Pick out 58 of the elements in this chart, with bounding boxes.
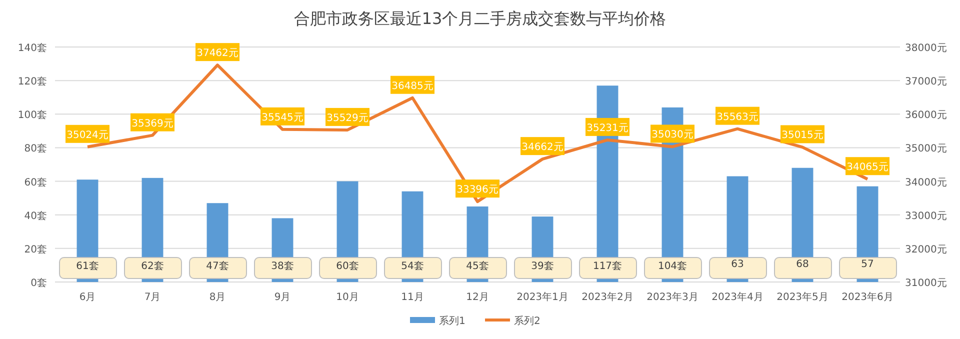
y-tick-label: 0套 <box>30 277 47 289</box>
y-tick-label: 100套 <box>18 109 47 122</box>
picture-label-box: 68 <box>774 257 832 279</box>
x-tick-label: 2023年6月 <box>842 291 894 303</box>
picture-label-box: 62套 <box>124 257 182 279</box>
data-label: 36485元 <box>392 80 434 92</box>
chart-title: 合肥市政务区最近13个月二手房成交套数与平均价格 <box>294 9 666 28</box>
x-tick-label: 11月 <box>401 292 424 303</box>
x-tick-label: 8月 <box>209 292 226 303</box>
data-label: 34065元 <box>846 162 888 174</box>
data-label: 35231元 <box>586 122 628 134</box>
y-tick-label: 140套 <box>18 42 47 54</box>
x-tick-label: 2023年1月 <box>516 291 568 303</box>
y-tick-label: 60套 <box>24 176 47 188</box>
data-label: 35563元 <box>716 112 758 123</box>
picture-label-box: 60套 <box>318 257 376 279</box>
y2-tick-label: 31000元 <box>905 278 947 289</box>
y2-tick-label: 34000元 <box>905 177 947 188</box>
picture-label-box: 63 <box>708 257 766 279</box>
x-tick-label: 2023年5月 <box>776 291 828 303</box>
legend-label: 系列2 <box>514 315 540 327</box>
picture-label-box: 61套 <box>58 257 116 279</box>
x-tick-label: 9月 <box>274 292 291 303</box>
y2-tick-label: 37000元 <box>905 76 947 88</box>
data-label: 35369元 <box>132 118 174 130</box>
data-label: 35030元 <box>652 130 694 141</box>
data-label: 34662元 <box>522 142 564 154</box>
picture-label-box: 57 <box>838 257 896 279</box>
x-tick-label: 2023年3月 <box>646 291 698 303</box>
legend-label: 系列1 <box>439 315 466 327</box>
picture-label-box: 45套 <box>448 257 506 279</box>
y-tick-label: 20套 <box>24 243 47 256</box>
data-label: 35529元 <box>326 112 368 124</box>
data-label: 35545元 <box>262 112 304 124</box>
y2-tick-label: 36000元 <box>905 110 947 122</box>
x-tick-label: 6月 <box>79 292 96 303</box>
picture-label-box: 117套 <box>578 257 636 279</box>
data-label: 35015元 <box>782 130 824 142</box>
x-tick-label: 2023年2月 <box>582 291 634 303</box>
y-tick-label: 80套 <box>24 142 47 155</box>
data-label: 35024元 <box>66 130 108 141</box>
y2-tick-label: 35000元 <box>905 144 947 155</box>
x-tick-label: 2023年4月 <box>712 291 764 303</box>
picture-label-box: 38套 <box>254 257 312 279</box>
y-tick-label: 40套 <box>24 210 47 222</box>
y2-tick-label: 38000元 <box>905 43 947 54</box>
y2-tick-label: 33000元 <box>905 210 947 222</box>
picture-label-box: 104套 <box>644 257 702 279</box>
y-tick-label: 120套 <box>18 76 47 88</box>
data-label: 33396元 <box>456 184 498 196</box>
x-tick-label: 12月 <box>466 292 489 303</box>
picture-label-box: 54套 <box>384 257 442 279</box>
y2-tick-label: 32000元 <box>905 244 947 256</box>
x-tick-label: 10月 <box>336 292 359 303</box>
data-label: 37462元 <box>196 48 238 60</box>
x-tick-label: 7月 <box>144 292 161 303</box>
picture-label-box: 47套 <box>188 257 246 279</box>
picture-label-box: 39套 <box>514 257 572 279</box>
